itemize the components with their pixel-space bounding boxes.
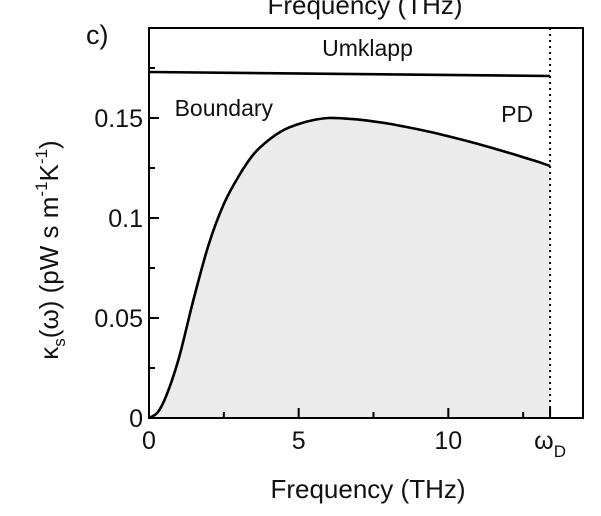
panel-label: c) bbox=[86, 20, 109, 50]
annotation-0: Umklapp bbox=[322, 35, 413, 61]
series-1-line bbox=[148, 70, 551, 78]
data-layer bbox=[148, 70, 551, 420]
x-tick-label-1: 5 bbox=[292, 427, 306, 455]
y-axis-title: κs(ω) (pW s m-1K-1) bbox=[32, 140, 69, 359]
y-axis-K: K bbox=[34, 163, 64, 181]
top-cut-title: Frequency (THz) bbox=[267, 0, 462, 20]
y-axis-exp-2: -1 bbox=[32, 149, 51, 164]
plot-frame bbox=[148, 27, 584, 419]
y-tick-label-2: 0.1 bbox=[108, 205, 143, 233]
annotation-layer: Umklapp Boundary PD bbox=[175, 35, 534, 127]
y-axis-kappa-sub: s bbox=[50, 338, 69, 347]
x-tick-label-0: 0 bbox=[142, 427, 156, 455]
y-axis-label-middle: (ω) (pW s m bbox=[34, 197, 64, 339]
omega-d-symbol: ω bbox=[534, 427, 554, 455]
ticks-layer: 0 5 10 ωD 0 0.05 0.1 0.15 bbox=[94, 67, 566, 461]
series-0-area bbox=[149, 117, 551, 419]
y-tick-label-0: 0 bbox=[129, 405, 143, 433]
y-tick-label-3: 0.15 bbox=[94, 105, 143, 133]
annotation-1: Boundary bbox=[175, 95, 274, 121]
y-tick-label-1: 0.05 bbox=[94, 305, 143, 333]
y-axis-kappa: κ bbox=[34, 346, 64, 360]
y-axis-close: ) bbox=[34, 140, 64, 149]
series-0-curve bbox=[148, 116, 551, 420]
x-tick-label-omega-d: ωD bbox=[534, 427, 566, 461]
omega-d-subscript: D bbox=[554, 442, 566, 461]
annotation-2: PD bbox=[501, 101, 533, 127]
x-axis-title: Frequency (THz) bbox=[270, 474, 465, 504]
y-axis-exp-1: -1 bbox=[32, 181, 51, 196]
x-tick-label-2: 10 bbox=[434, 427, 462, 455]
